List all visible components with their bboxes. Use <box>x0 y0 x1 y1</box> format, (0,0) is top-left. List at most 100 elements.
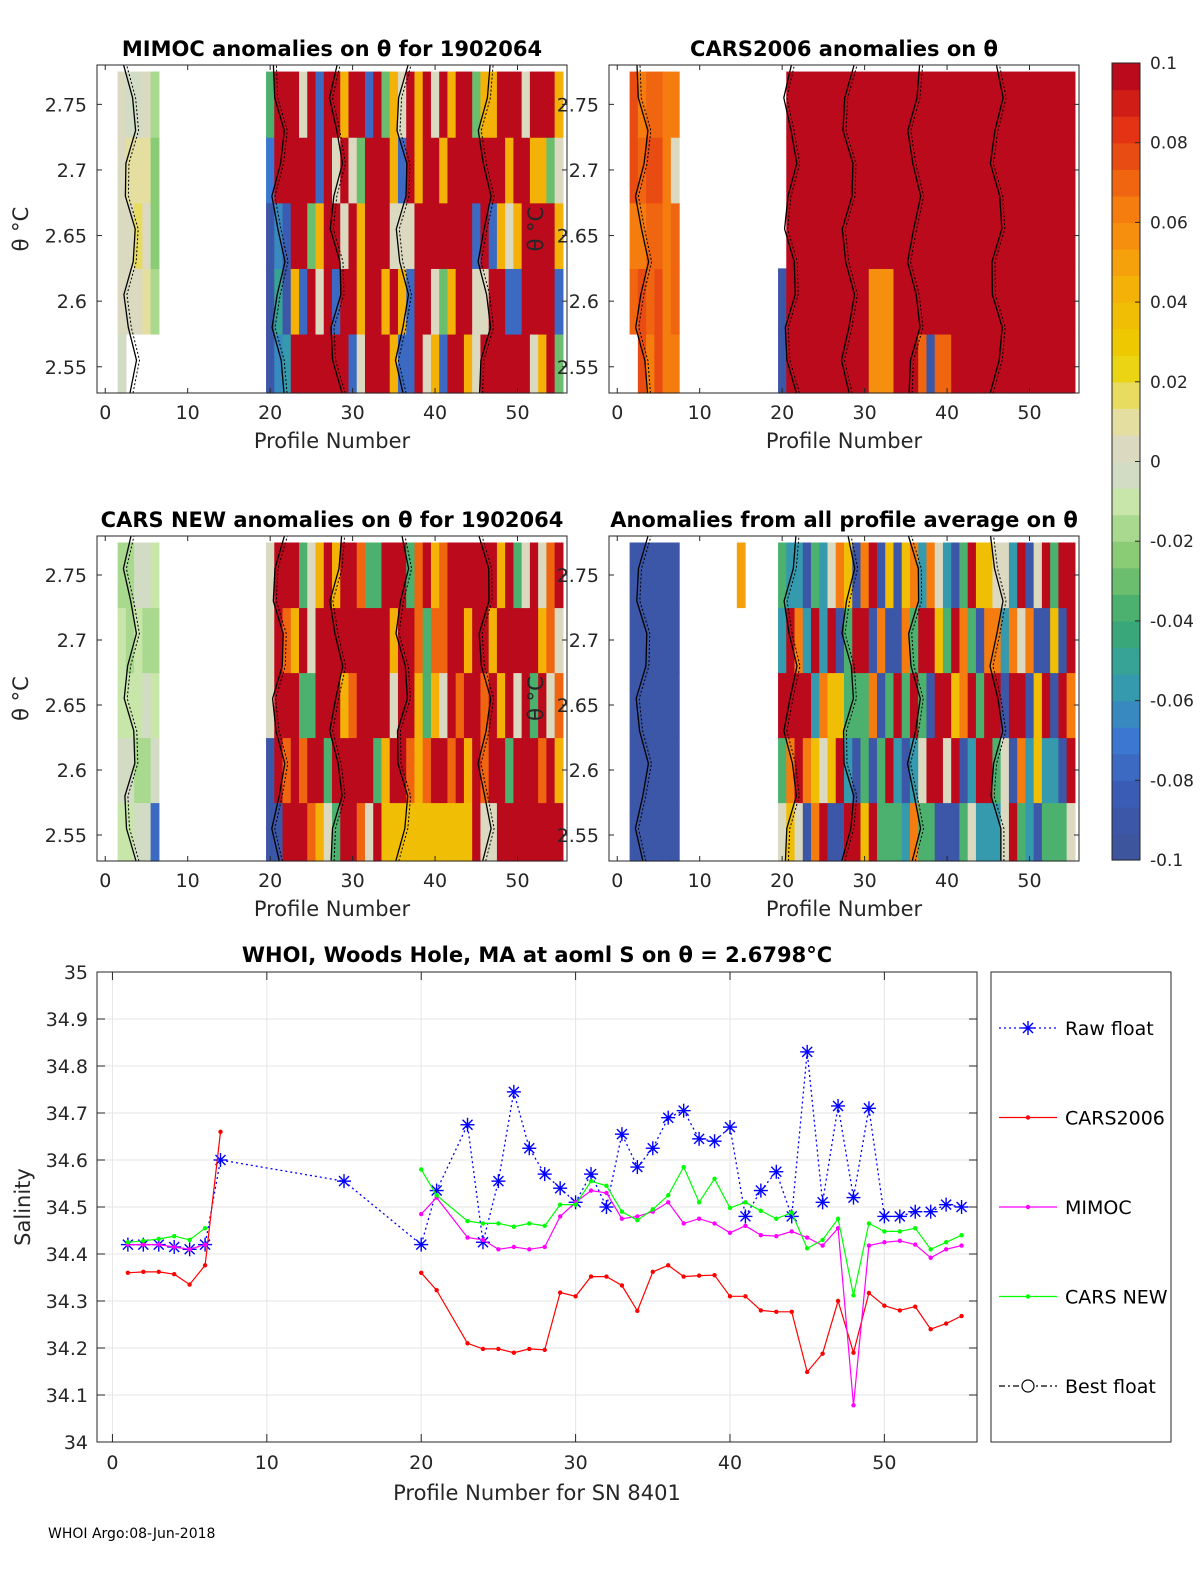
heatmap-cell <box>414 542 424 609</box>
colorbar-tick-label: -0.02 <box>1150 532 1194 552</box>
heatmap-cell <box>951 333 961 394</box>
heatmap-cell <box>819 71 829 138</box>
heatmap-cell <box>381 268 391 335</box>
heatmap-cell <box>670 802 680 862</box>
heatmap-cell <box>348 202 358 269</box>
heatmap-cell <box>266 542 275 609</box>
heatmap-cell <box>984 268 994 335</box>
star-stroke <box>801 1046 813 1058</box>
heatmap-cell <box>406 137 416 204</box>
heatmap-cell <box>274 607 284 674</box>
heatmap-cell <box>513 333 523 394</box>
data-point <box>511 1244 517 1250</box>
heatmap-cell <box>266 202 275 269</box>
data-point <box>866 1221 872 1226</box>
heatmap-cell <box>646 71 655 138</box>
data-point <box>125 1240 131 1245</box>
x-tick-label: 40 <box>718 1452 742 1474</box>
data-point <box>727 1294 733 1299</box>
star-stroke <box>724 1121 736 1133</box>
heatmap-cell <box>852 672 862 739</box>
heatmap-cell <box>397 202 407 269</box>
heatmap-cell <box>662 333 672 394</box>
heatmap-cell <box>439 333 449 394</box>
data-point-star <box>337 1174 352 1189</box>
heatmap-cell <box>150 802 160 862</box>
heatmap-cell <box>1041 542 1051 609</box>
heatmap-cell <box>373 672 383 739</box>
heatmap-cell <box>901 268 911 335</box>
data-point <box>619 1209 625 1214</box>
heatmap-cell <box>835 71 845 138</box>
heatmap-cell <box>852 137 862 204</box>
heatmap-cell <box>134 202 143 269</box>
heatmap-cell <box>538 71 547 138</box>
heatmap-cell <box>1050 802 1059 862</box>
heatmap-cell <box>439 737 449 804</box>
heatmap-cell <box>802 71 812 138</box>
heatmap-cell <box>1033 202 1043 269</box>
heatmap-cell <box>554 333 564 394</box>
heatmap-cell <box>290 542 300 609</box>
colorbar-segment <box>1112 753 1140 781</box>
data-point <box>681 1221 686 1226</box>
contour-line <box>122 535 138 862</box>
heatmap-cell <box>356 333 366 394</box>
heatmap-cell <box>389 607 399 674</box>
heatmap-cell <box>117 71 127 138</box>
heatmap-cell <box>496 137 506 204</box>
heatmap-cell <box>117 607 127 674</box>
data-point <box>434 1287 439 1293</box>
heatmap-cell <box>1066 672 1076 739</box>
heatmap-cell <box>150 268 160 335</box>
heatmap-cell <box>125 737 135 804</box>
heatmap-cell <box>918 607 928 674</box>
heatmap-cell <box>1025 71 1035 138</box>
heatmap-cell <box>480 737 490 804</box>
heatmap-cell <box>323 607 333 674</box>
heatmap-cell <box>1017 268 1027 335</box>
data-point <box>527 1346 532 1352</box>
contour-line <box>477 64 492 394</box>
heatmap-cell <box>472 607 482 674</box>
heatmap-cell <box>1058 137 1068 204</box>
heatmap-cell <box>422 802 432 862</box>
contour-line <box>634 64 650 394</box>
heatmap-cell <box>893 333 903 394</box>
heatmap-cell <box>134 542 143 609</box>
star-stroke <box>847 1192 859 1204</box>
heatmap-cell <box>513 737 523 804</box>
heatmap-cell <box>397 71 407 138</box>
heatmap-cell <box>802 672 812 739</box>
heatmap-cell <box>811 137 820 204</box>
y-tick-label: 35 <box>64 962 88 984</box>
data-point-star <box>645 1141 660 1156</box>
heatmap-cell <box>860 71 870 138</box>
heatmap-cell <box>125 137 135 204</box>
data-point-star <box>460 1117 475 1132</box>
heatmap-cell <box>546 137 556 204</box>
heatmap-cell <box>356 268 366 335</box>
heatmap-cell <box>430 737 440 804</box>
data-point <box>758 1308 764 1313</box>
data-point-star <box>738 1209 753 1224</box>
heatmap-cell <box>868 737 878 804</box>
heatmap-cell <box>1058 202 1068 269</box>
heatmap-cell <box>513 71 523 138</box>
heatmap-cell <box>811 607 820 674</box>
heatmap-cell <box>794 737 804 804</box>
colorbar-segment <box>1112 594 1140 622</box>
heatmap-cell <box>505 333 515 394</box>
heatmap-cell <box>505 542 515 609</box>
data-point <box>141 1242 146 1247</box>
star-stroke <box>616 1128 628 1140</box>
heatmap-cell <box>546 607 556 674</box>
heatmap-cell <box>546 542 556 609</box>
heatmap-cell <box>1041 202 1051 269</box>
heatmap-cell <box>629 737 639 804</box>
heatmap-cell <box>876 672 886 739</box>
line-plot-title: WHOI, Woods Hole, MA at aoml S on θ = 2.… <box>242 943 832 967</box>
heatmap-cell <box>299 802 308 862</box>
heatmap-cell <box>488 71 498 138</box>
heatmap-cell <box>1000 333 1010 394</box>
